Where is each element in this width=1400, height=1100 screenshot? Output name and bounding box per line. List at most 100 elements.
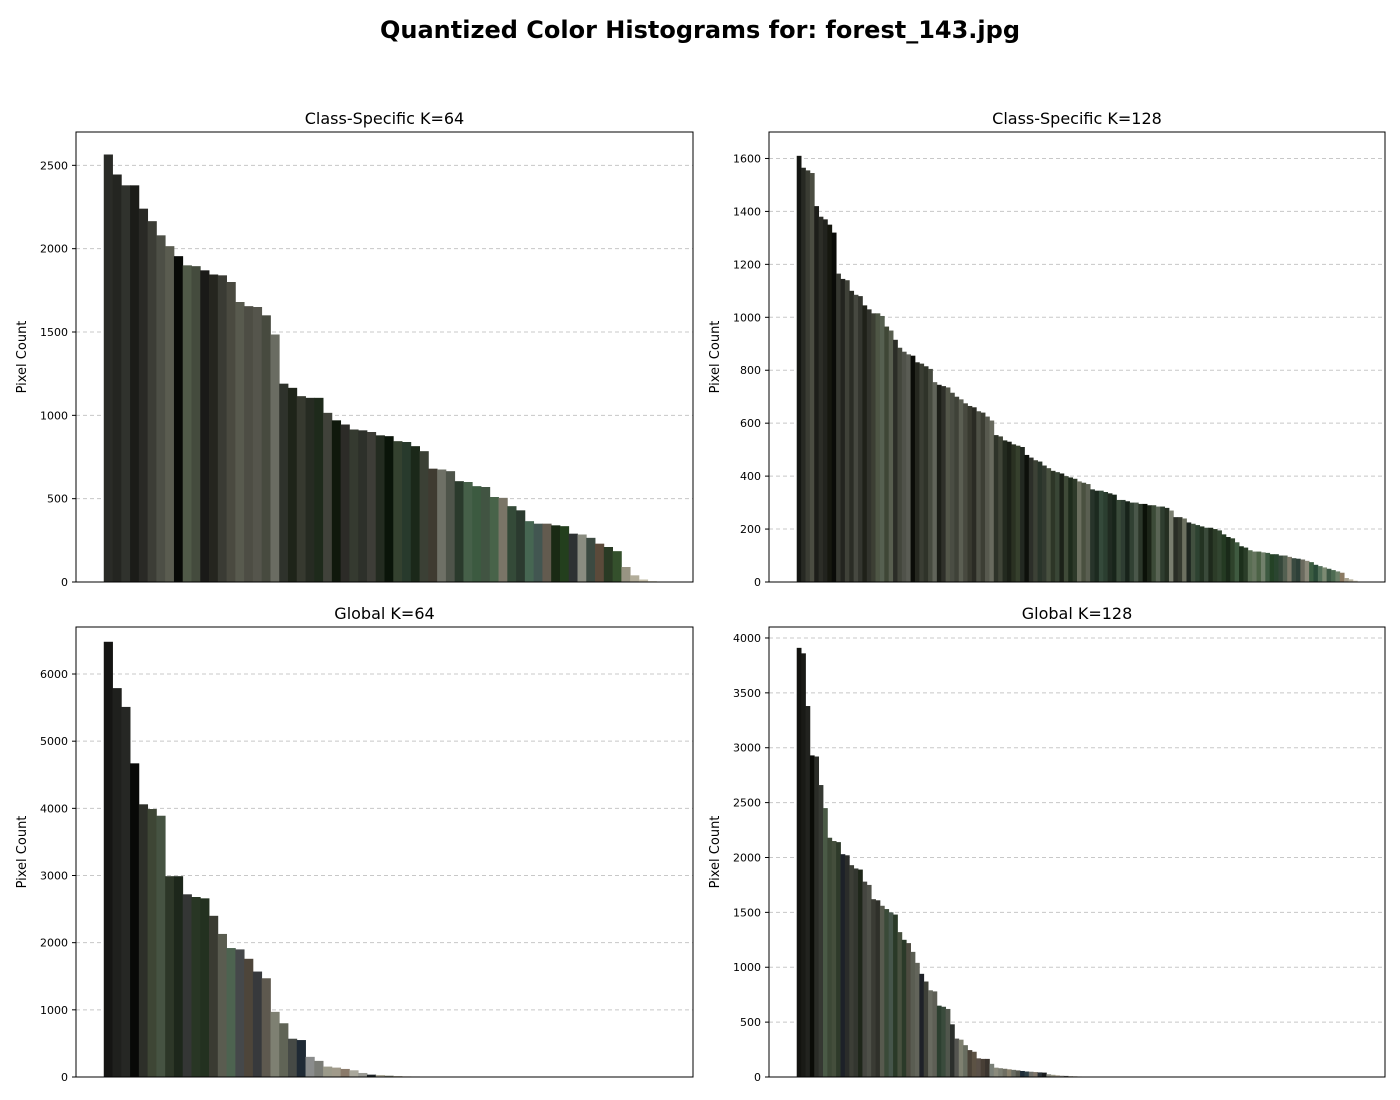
histogram-bar: [568, 533, 578, 582]
histogram-bar: [1015, 445, 1021, 582]
histogram-bar: [858, 869, 863, 1077]
histogram-bar: [217, 275, 227, 582]
histogram-bar: [949, 392, 955, 582]
histogram-bar: [489, 497, 499, 582]
histogram-bar: [954, 396, 960, 582]
histogram-bar: [147, 809, 157, 1077]
y-tick-label: 4000: [40, 802, 68, 815]
histogram-bar: [1212, 529, 1218, 582]
y-tick-label: 1500: [40, 326, 68, 339]
histogram-bar: [1160, 506, 1165, 582]
histogram-bar: [375, 435, 385, 582]
histogram-bar: [893, 339, 898, 582]
histogram-bar: [879, 905, 885, 1077]
histogram-bar: [1028, 457, 1034, 582]
histogram-bar: [840, 278, 846, 582]
histogram-bar: [897, 932, 903, 1077]
histogram-bar: [1331, 570, 1336, 582]
histogram-bar: [844, 855, 850, 1077]
histogram-bar: [1024, 454, 1030, 582]
histogram-bar: [1002, 440, 1008, 582]
plot-frame: [75, 131, 694, 583]
histogram-bar: [138, 208, 149, 582]
y-tick-label: 1000: [733, 311, 761, 324]
histogram-bar: [967, 405, 973, 582]
histogram-bar: [1260, 552, 1266, 582]
histogram-bar: [1190, 523, 1196, 582]
histogram-bar: [314, 1060, 324, 1077]
histogram-bar: [472, 486, 482, 582]
histogram-bar: [1309, 562, 1314, 582]
histogram-bar: [1138, 503, 1144, 582]
histogram-bar: [103, 641, 113, 1077]
histogram-bar: [954, 1038, 960, 1077]
histogram-bar: [1199, 526, 1205, 582]
histogram-bar: [1129, 502, 1135, 582]
histogram-bar: [296, 396, 306, 582]
histogram-bar: [963, 1045, 968, 1077]
histogram-bar: [314, 397, 324, 582]
histogram-bar: [130, 185, 140, 583]
histogram-bar: [1059, 473, 1065, 582]
panel-title: Global K=128: [1022, 604, 1133, 623]
histogram-bar: [941, 386, 947, 582]
histogram-bar: [1225, 537, 1231, 582]
histogram-bar: [836, 842, 841, 1077]
histogram-bar: [305, 397, 315, 582]
histogram-bar: [1335, 571, 1341, 582]
histogram-bar: [559, 526, 570, 582]
histogram-bar: [1120, 499, 1126, 582]
histogram-bar: [963, 403, 968, 582]
y-tick-label: 200: [740, 523, 761, 536]
histogram-bar: [893, 914, 898, 1077]
histogram-bar: [796, 647, 802, 1077]
histogram-bar: [1020, 447, 1025, 582]
histogram-bar: [1256, 551, 1262, 582]
histogram-bar: [901, 351, 907, 582]
histogram-bar: [358, 1072, 368, 1077]
y-tick-label: 600: [740, 417, 761, 430]
histogram-bar: [1133, 502, 1139, 582]
histogram-bar: [1217, 530, 1222, 582]
histogram-bar: [1103, 492, 1109, 582]
histogram-bar: [1006, 441, 1012, 582]
histogram-bar: [244, 306, 254, 582]
histogram-bar: [971, 1051, 977, 1077]
histogram-bar: [989, 1063, 995, 1077]
histogram-bar: [279, 1023, 289, 1077]
histogram-bar: [958, 1039, 964, 1077]
histogram-bar: [498, 497, 508, 582]
histogram-bar: [209, 915, 219, 1077]
panel-title: Class-Specific K=64: [305, 109, 464, 128]
histogram-bar: [147, 221, 157, 582]
histogram-bar: [814, 756, 820, 1077]
histogram-bar: [1147, 505, 1152, 582]
histogram-bar: [1112, 494, 1117, 582]
histogram-bar: [1177, 517, 1183, 582]
histogram-bar: [945, 1008, 951, 1077]
histogram-bar: [1050, 470, 1056, 582]
histogram-bar: [612, 551, 622, 582]
y-tick-label: 1500: [733, 906, 761, 919]
histogram-bar: [393, 1075, 403, 1077]
histogram-bar: [1125, 501, 1130, 582]
histogram-bar: [393, 441, 403, 582]
histogram-bar: [454, 481, 464, 582]
histogram-bar: [945, 387, 951, 582]
histogram-bar: [638, 579, 649, 582]
histogram-bar: [1173, 517, 1179, 582]
histogram-bar: [1221, 534, 1227, 582]
histogram-bar: [384, 436, 394, 582]
histogram-bar: [349, 1070, 359, 1077]
histogram-bar: [840, 854, 846, 1077]
histogram-bar: [879, 315, 885, 582]
histogram-bar: [182, 894, 192, 1077]
histogram-bar: [252, 971, 263, 1077]
histogram-bar: [138, 804, 149, 1077]
histogram-bar: [331, 420, 342, 582]
histogram-bar: [156, 815, 166, 1077]
histogram-bar: [481, 487, 491, 582]
histogram-bar: [1291, 558, 1297, 582]
